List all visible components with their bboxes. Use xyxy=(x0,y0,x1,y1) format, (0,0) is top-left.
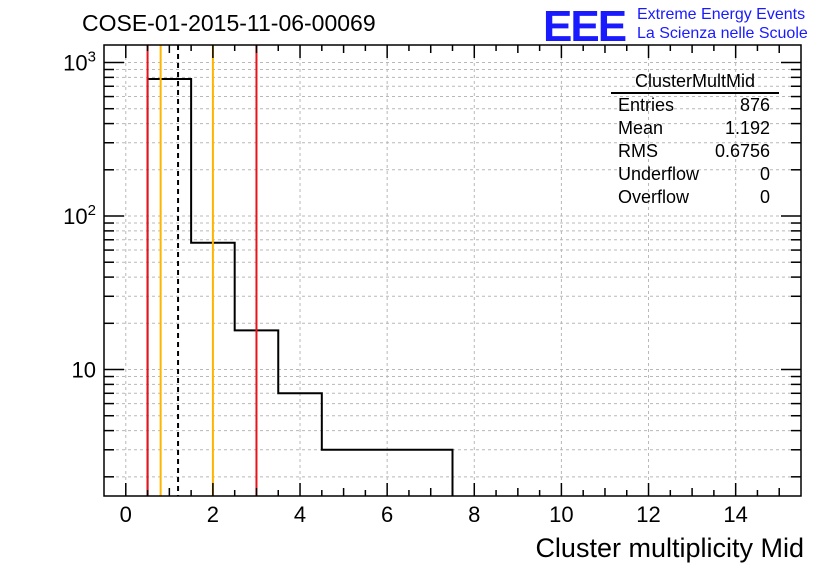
stats-box: ClusterMultMid Entries 876 Mean 1.192 RM… xyxy=(611,71,779,209)
stats-label: Underflow xyxy=(618,164,700,184)
eee-logo-mark: EEE xyxy=(543,2,627,51)
stats-row-entries: Entries 876 xyxy=(611,94,779,117)
stats-value: 0 xyxy=(759,164,770,184)
stats-value: 876 xyxy=(739,95,770,115)
stats-label: Overflow xyxy=(618,187,690,207)
y-tick-label: 102 xyxy=(63,202,96,229)
x-tick-label: 0 xyxy=(120,502,132,527)
x-tick-label: 12 xyxy=(636,502,660,527)
stats-row-overflow: Overflow 0 xyxy=(611,186,779,209)
logo-line-2: La Scienza nelle Scuole xyxy=(637,25,808,42)
stats-label: RMS xyxy=(618,141,658,161)
stats-row-rms: RMS 0.6756 xyxy=(611,140,779,163)
stats-row-mean: Mean 1.192 xyxy=(611,117,779,140)
stats-title: ClusterMultMid xyxy=(611,71,779,94)
x-tick-label: 2 xyxy=(207,502,219,527)
chart-title: COSE-01-2015-11-06-00069 xyxy=(82,10,376,36)
histogram-bar xyxy=(148,79,192,496)
stats-value: 1.192 xyxy=(724,118,770,138)
stats-value: 0 xyxy=(759,187,770,207)
stats-label: Entries xyxy=(618,95,675,115)
x-tick-label: 8 xyxy=(468,502,480,527)
stats-label: Mean xyxy=(618,118,664,138)
histogram-bar xyxy=(278,393,322,496)
y-tick-label: 10 xyxy=(72,358,96,383)
x-tick-label: 14 xyxy=(723,502,747,527)
stats-row-underflow: Underflow 0 xyxy=(611,163,779,186)
grid xyxy=(104,45,801,496)
y-tick-label: 103 xyxy=(63,48,96,75)
x-tick-label: 6 xyxy=(381,502,393,527)
x-tick-label: 10 xyxy=(549,502,573,527)
logo-line-1: Extreme Energy Events xyxy=(637,6,806,23)
x-tick-label: 4 xyxy=(294,502,306,527)
stats-value: 0.6756 xyxy=(714,141,770,161)
x-axis-label: Cluster multiplicity Mid xyxy=(535,533,804,563)
